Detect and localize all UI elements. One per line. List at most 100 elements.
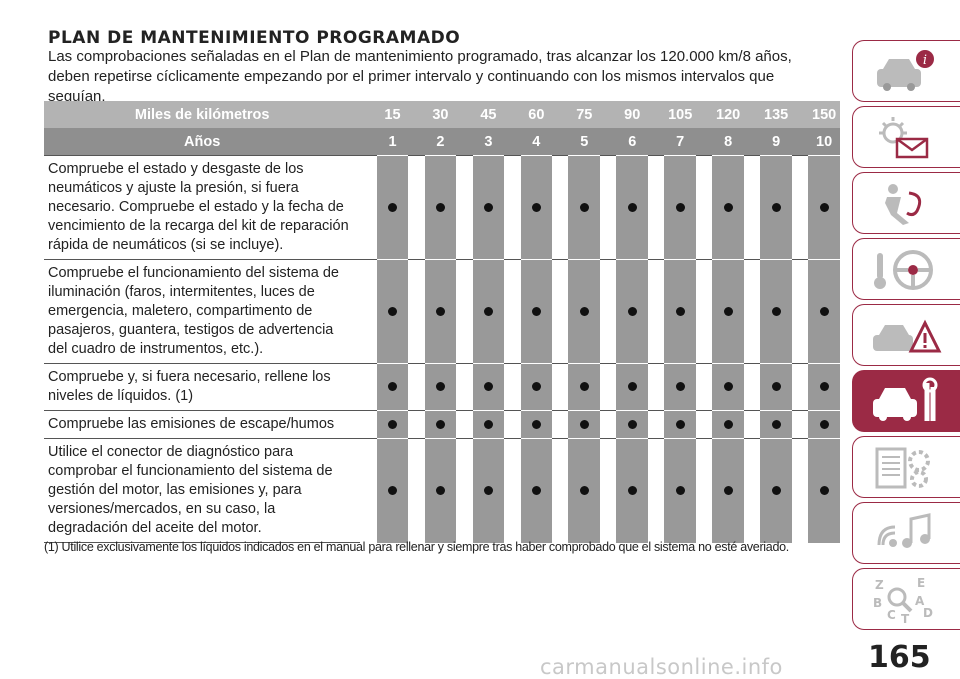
interval-cell	[376, 363, 409, 411]
header-cell: 90	[616, 101, 649, 128]
tab-technical-data[interactable]	[852, 436, 960, 498]
check-dot	[627, 485, 637, 495]
interval-cell	[760, 155, 792, 260]
check-dot	[579, 202, 589, 212]
intro-paragraph: Las comprobaciones señaladas en el Plan …	[48, 48, 792, 105]
check-dot	[579, 419, 589, 429]
interval-cell	[568, 363, 601, 411]
column-spacer	[648, 363, 665, 411]
check-dot	[531, 202, 541, 212]
header-spacer	[360, 128, 377, 156]
maintenance-table: Miles de kilómetros 15 30 45 60 75 90 105 120 135…	[44, 101, 840, 543]
column-spacer	[600, 363, 617, 411]
check-dot	[675, 306, 685, 316]
check-dot	[627, 382, 637, 391]
car-emergency-icon	[873, 319, 942, 353]
header-cell: 9	[760, 128, 792, 156]
column-spacer	[552, 438, 569, 543]
check-dot	[387, 382, 397, 391]
header-cell: 4	[520, 128, 553, 156]
check-dot	[627, 202, 637, 212]
header-spacer	[552, 101, 569, 128]
interval-cell	[568, 410, 601, 439]
column-spacer	[648, 438, 665, 543]
warning-lights-icon	[879, 117, 929, 159]
header-spacer	[504, 128, 521, 156]
interval-cell	[520, 438, 553, 543]
header-spacer	[600, 101, 617, 128]
tab-emergency[interactable]	[852, 304, 960, 366]
column-spacer	[408, 363, 425, 411]
header-cell: 1	[376, 128, 409, 156]
header-spacer	[408, 101, 425, 128]
check-dot	[627, 306, 637, 316]
column-spacer	[504, 259, 521, 364]
car-info-icon: i	[877, 50, 934, 91]
column-spacer	[552, 363, 569, 411]
interval-cell	[424, 410, 457, 439]
column-spacer	[743, 410, 761, 439]
row-description: Utilice el conector de diagnóstico para …	[44, 438, 361, 543]
column-spacer	[504, 438, 521, 543]
interval-cell	[376, 438, 409, 543]
column-spacer	[408, 155, 425, 260]
column-spacer	[791, 259, 809, 364]
check-dot	[819, 202, 829, 212]
watermark: carmanualsonline.info	[540, 655, 783, 679]
check-dot	[579, 306, 589, 316]
check-dot	[723, 382, 733, 391]
tab-driving[interactable]	[852, 238, 960, 300]
interval-cell	[472, 259, 505, 364]
check-dot	[483, 419, 493, 429]
column-spacer	[743, 259, 761, 364]
column-spacer	[552, 410, 569, 439]
header-cell: 3	[472, 128, 505, 156]
tab-car-info[interactable]: i	[852, 40, 960, 102]
row-description: Compruebe el estado y desgaste de los ne…	[44, 155, 361, 260]
header-row-km: Miles de kilómetros 15 30 45 60 75 90 105 120 135…	[44, 101, 840, 128]
interval-cell	[424, 363, 457, 411]
header-spacer	[456, 101, 473, 128]
header-cell: 135	[760, 101, 792, 128]
column-spacer	[360, 363, 377, 411]
header-cell: 10	[808, 128, 840, 156]
tab-maintenance[interactable]	[852, 370, 960, 432]
column-spacer	[600, 155, 617, 260]
check-dot	[771, 306, 781, 316]
technical-data-icon	[875, 447, 930, 489]
column-spacer	[743, 155, 761, 260]
header-spacer	[696, 128, 713, 156]
interval-cell	[664, 363, 697, 411]
column-spacer	[504, 155, 521, 260]
header-cell: 5	[568, 128, 601, 156]
header-cell: 7	[664, 128, 697, 156]
column-spacer	[408, 259, 425, 364]
header-cell: 120	[712, 101, 744, 128]
tab-warning-lights[interactable]	[852, 106, 960, 168]
column-spacer	[743, 438, 761, 543]
check-dot	[435, 485, 445, 495]
header-label: Años	[44, 128, 361, 156]
column-spacer	[791, 410, 809, 439]
svg-text:Z: Z	[875, 578, 884, 592]
interval-cell	[520, 155, 553, 260]
svg-text:E: E	[917, 576, 925, 590]
header-spacer	[743, 128, 761, 156]
check-dot	[531, 382, 541, 391]
svg-text:D: D	[923, 606, 933, 620]
check-dot	[819, 419, 829, 429]
interval-cell	[712, 363, 744, 411]
column-spacer	[791, 438, 809, 543]
header-cell: 30	[424, 101, 457, 128]
header-spacer	[408, 128, 425, 156]
check-dot	[387, 485, 397, 495]
interval-cell	[376, 155, 409, 260]
interval-cell	[760, 438, 792, 543]
check-dot	[771, 382, 781, 391]
tab-multimedia[interactable]	[852, 502, 960, 564]
tab-safety[interactable]	[852, 172, 960, 234]
column-spacer	[743, 363, 761, 411]
check-dot	[435, 382, 445, 391]
header-cell: 60	[520, 101, 553, 128]
